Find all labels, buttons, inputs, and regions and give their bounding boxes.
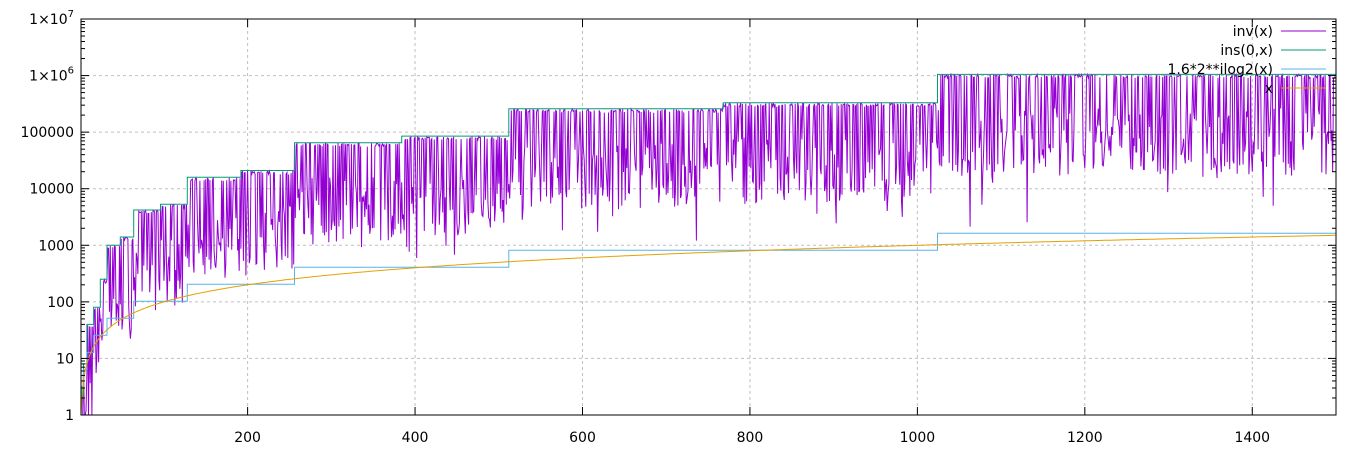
legend-label: x (1265, 81, 1273, 97)
y-tick-label: 10 (56, 351, 74, 367)
x-tick-label: 800 (737, 430, 764, 446)
y-tick-label: 1×107 (29, 9, 74, 28)
x-tick-label: 600 (569, 430, 596, 446)
axes: 1 10 100 1000 10000 100000 1×106 1×107 200 400 600… (21, 9, 1336, 446)
legend: inv(x) ins(0,x) 1.6*2**ilog2(x) x (1167, 24, 1326, 97)
legend-label: 1.6*2**ilog2(x) (1167, 62, 1273, 78)
y-tick-label: 100000 (21, 125, 74, 141)
y-tick-label: 10000 (29, 182, 74, 198)
y-tick-label: 1 (65, 408, 74, 424)
series-step-line (81, 232, 1336, 404)
x-tick-label: 400 (402, 430, 429, 446)
grid (81, 19, 1336, 415)
x-tick-label: 1200 (1067, 430, 1103, 446)
plot-area (81, 72, 1336, 415)
x-tick-label: 200 (234, 430, 261, 446)
y-tick-label: 100 (47, 295, 74, 311)
x-tick-label: 1400 (1234, 430, 1270, 446)
y-tick-label: 1000 (38, 238, 74, 254)
legend-label: inv(x) (1233, 24, 1273, 40)
plot-frame (80, 18, 1337, 416)
x-tick-label: 1000 (900, 430, 936, 446)
series-x-line (81, 234, 1336, 415)
y-tick-label: 1×106 (29, 66, 74, 85)
series-inv-line (81, 72, 1336, 415)
series-step-line (81, 73, 1336, 399)
legend-label: ins(0,x) (1220, 43, 1273, 59)
